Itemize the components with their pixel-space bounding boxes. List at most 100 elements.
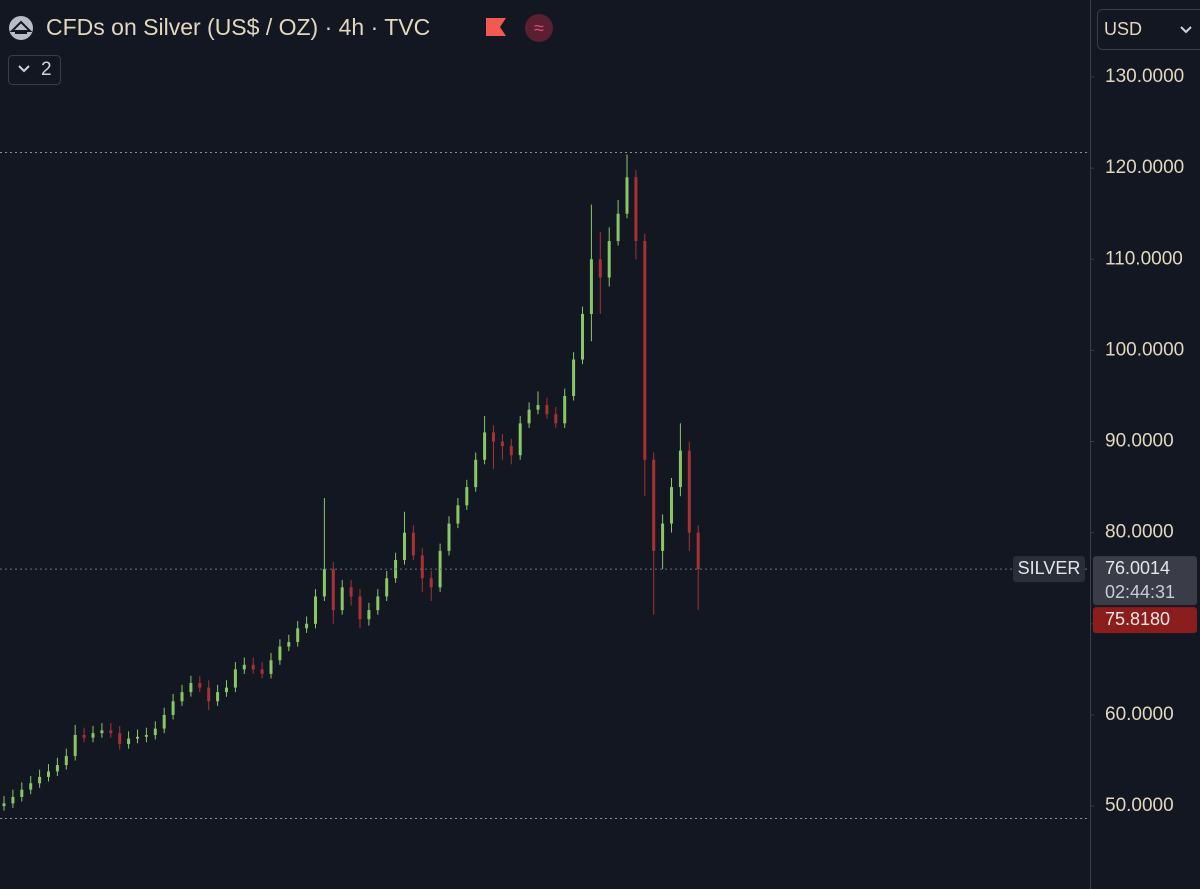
y-tick-label: 100.0000 <box>1105 339 1184 360</box>
candle-body <box>643 241 647 460</box>
candle-body <box>411 532 415 556</box>
bid-price-label: 75.8180 <box>1105 609 1170 629</box>
flag-icon[interactable] <box>486 18 506 36</box>
candle-body <box>242 664 246 670</box>
candle-body <box>296 628 300 643</box>
candle-body <box>331 569 335 611</box>
candle-body <box>189 683 193 693</box>
candle-body <box>340 587 344 611</box>
candle-body <box>118 733 122 745</box>
candle-body <box>82 734 86 738</box>
candle-body <box>269 660 273 674</box>
candle-body <box>456 505 460 524</box>
candle-body <box>278 646 282 661</box>
y-tick-label: 50.0000 <box>1105 795 1174 816</box>
candle-body <box>661 523 665 551</box>
candle-body <box>563 395 567 424</box>
symbol-logo <box>9 16 33 40</box>
candle-body <box>465 487 469 506</box>
candle-body <box>64 755 68 766</box>
candle-body <box>536 405 540 410</box>
indicators-count: 2 <box>41 59 52 80</box>
candle-body <box>607 241 611 278</box>
candle-body <box>589 259 593 314</box>
candle-body <box>634 177 638 242</box>
candle-body <box>216 692 220 702</box>
candle-body <box>616 213 620 242</box>
candle-body <box>180 692 184 702</box>
candle-body <box>198 683 202 688</box>
candle-body <box>403 532 406 561</box>
candle-body <box>127 738 131 745</box>
candle-body <box>322 569 326 597</box>
candle-body <box>670 487 673 524</box>
candle-body <box>545 405 549 415</box>
candle-body <box>385 578 389 597</box>
candle-body <box>29 783 33 790</box>
bid-price-bg <box>1093 607 1197 634</box>
candle-body <box>207 687 211 702</box>
currency-label: USD <box>1104 19 1142 39</box>
candle-body <box>47 771 50 777</box>
y-tick-label: 120.0000 <box>1105 157 1184 178</box>
candle-body <box>572 359 576 396</box>
candle-body <box>625 177 629 214</box>
candle-body <box>109 730 113 734</box>
candle-body <box>305 623 309 629</box>
candle-body <box>287 642 291 647</box>
candle-body <box>367 610 371 620</box>
candle-body <box>162 714 166 729</box>
candle-body <box>420 555 424 579</box>
candle-body <box>358 596 362 620</box>
candle-body <box>100 730 104 734</box>
candle-body <box>349 587 353 597</box>
candle-body <box>73 734 77 756</box>
countdown-label: 02:44:31 <box>1105 582 1175 602</box>
candle-body <box>652 459 656 551</box>
candle-body <box>260 669 264 674</box>
candle-body <box>251 664 255 670</box>
candle-body <box>225 687 228 693</box>
last-price-label: 76.0014 <box>1105 558 1170 578</box>
candle-body <box>314 596 317 624</box>
candle-body <box>554 414 558 424</box>
candle-body <box>2 803 6 807</box>
candle-body <box>233 669 237 688</box>
candle-body <box>153 728 157 735</box>
data-status-icon[interactable] <box>525 14 553 42</box>
symbol-logo-mark <box>9 20 33 34</box>
candle-body <box>527 409 531 424</box>
candle-body <box>474 459 478 488</box>
candle-body <box>696 532 700 570</box>
y-tick-label: 60.0000 <box>1105 704 1174 725</box>
candle-body <box>429 578 433 588</box>
candle-body <box>518 423 522 456</box>
candle-body <box>55 765 59 772</box>
y-tick-label: 80.0000 <box>1105 522 1174 543</box>
symbol-title: CFDs on Silver (US$ / OZ) · 4h · TVC <box>46 14 430 40</box>
currency-selector[interactable] <box>1097 9 1200 50</box>
candle-body <box>136 736 139 739</box>
candle-body <box>171 701 175 715</box>
chevron-icon <box>1180 26 1192 34</box>
y-tick-label: 130.0000 <box>1105 66 1184 87</box>
candle-body <box>598 259 602 278</box>
candle-body <box>144 734 148 737</box>
indicators-toggle[interactable] <box>8 55 61 85</box>
symbol-tag: SILVER <box>1018 558 1081 578</box>
candle-body <box>11 796 15 804</box>
candle-body <box>483 432 487 460</box>
last-price-bg <box>1093 556 1197 606</box>
data-status-glyph: ≈ <box>534 18 544 38</box>
candle-body <box>509 446 513 456</box>
candle-body <box>687 450 691 533</box>
candle-body <box>678 450 682 488</box>
candle-body <box>492 432 495 442</box>
candle-body <box>20 789 24 797</box>
candle-body <box>38 776 42 784</box>
y-tick-label: 110.0000 <box>1105 248 1183 269</box>
chevron-icon <box>18 65 30 73</box>
symbol-tag-bg <box>1013 556 1085 583</box>
